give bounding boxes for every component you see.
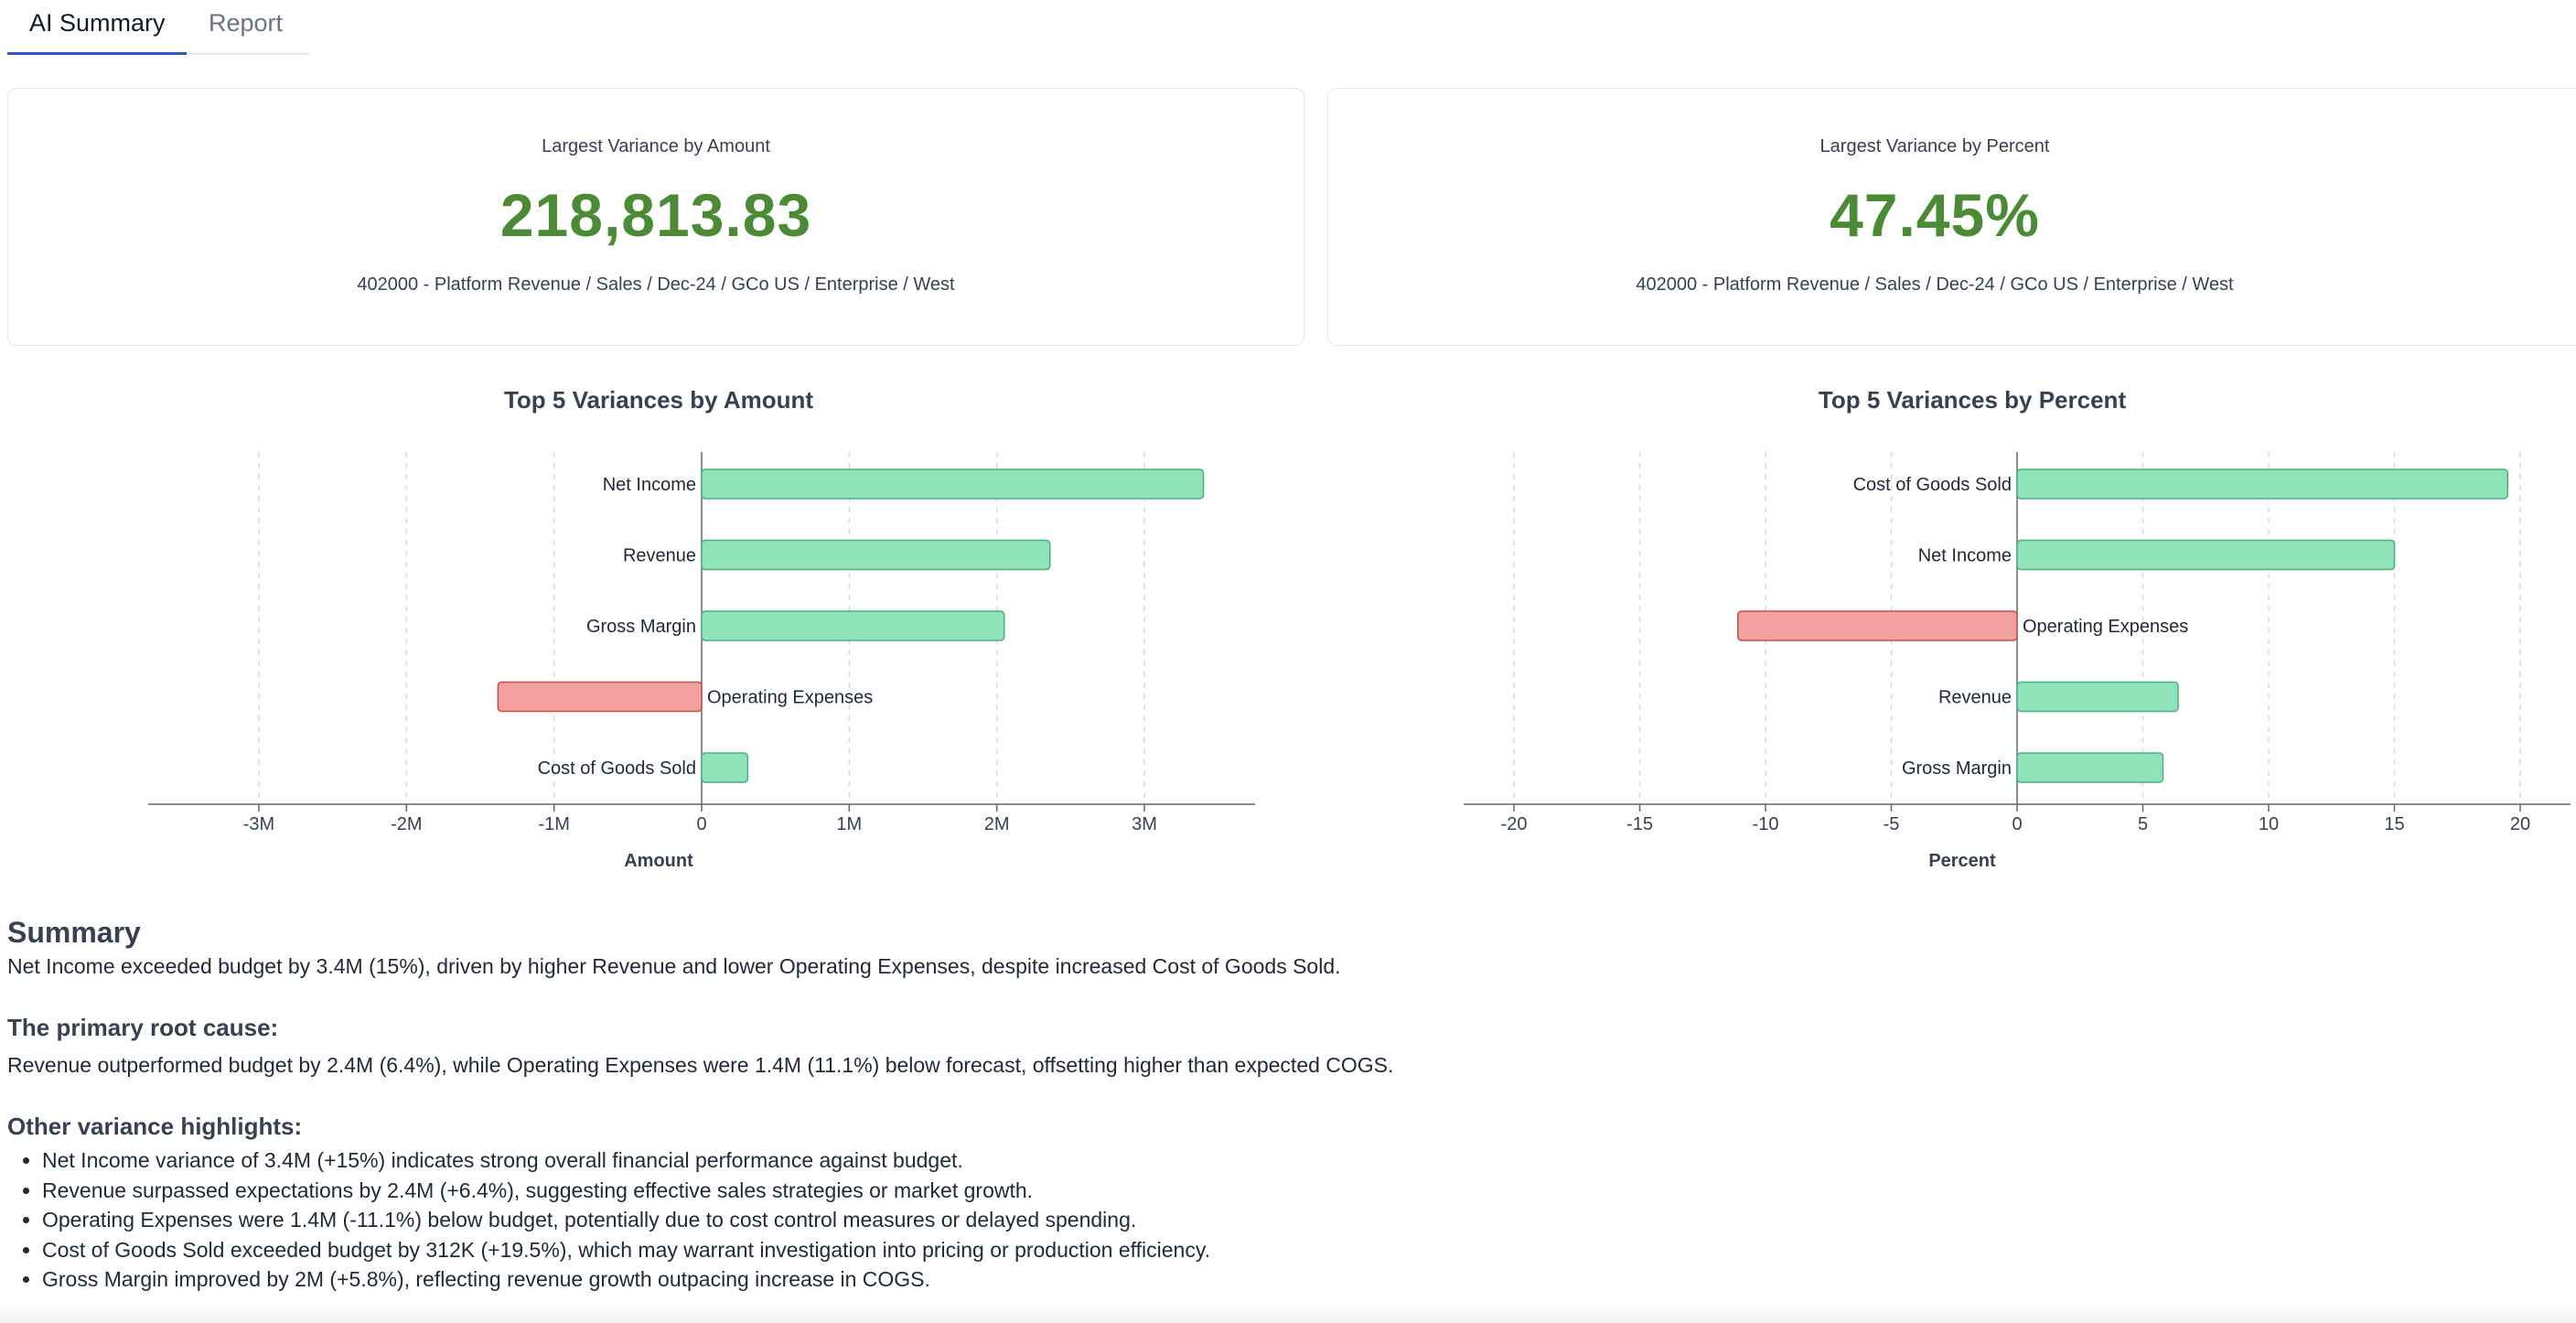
x-tick-label: 15 [2384,814,2404,834]
variance-amount-chart: -3M -2M -1M 0 1M 2M 3M Amount Net Income Revenue G… [148,452,1255,871]
tab-ai-summary[interactable]: AI Summary [29,9,166,37]
x-tick-label: 20 [2510,814,2530,834]
largest-variance-percent-card: Largest Variance by Percent 47.45% 40200… [1327,88,2576,346]
x-tick-label: -5 [1884,814,1900,834]
bar-category-label: Operating Expenses [2023,617,2188,637]
bar [1737,610,2018,641]
bar [701,468,1205,500]
x-tick-label: -1M [538,814,569,834]
bar-category-label: Net Income [603,475,696,495]
bar [701,610,1005,641]
root-cause-text: Revenue outperformed budget by 2.4M (6.4… [7,1053,1394,1077]
bar-category-label: Revenue [1938,688,2012,708]
summary-section: Summary Net Income exceeded budget by 3.… [7,913,2550,1295]
bar [2016,468,2508,500]
bar [2016,539,2396,571]
tab-bar: AI Summary Report [7,0,309,55]
bar [701,752,749,783]
list-item: Gross Margin improved by 2M (+5.8%), ref… [42,1264,2550,1295]
variance-percent-chart: -20 -15 -10 -5 0 5 10 15 20 Percent Cost of Goods … [1464,452,2571,871]
card-value: 47.45% [1830,181,2040,249]
bar-category-label: Operating Expenses [707,688,873,708]
active-tab-indicator [7,52,187,55]
largest-variance-amount-card: Largest Variance by Amount 218,813.83 40… [7,88,1304,346]
card-account-path: 402000 - Platform Revenue / Sales / Dec-… [357,274,955,295]
x-tick-label: 10 [2259,814,2279,834]
card-value: 218,813.83 [499,181,812,249]
x-tick-label: -3M [243,814,274,834]
list-item: Operating Expenses were 1.4M (-11.1%) be… [42,1205,2550,1235]
x-tick-label: 3M [1132,814,1157,834]
bar [2016,752,2164,783]
chart-title-amount: Top 5 Variances by Amount [503,386,814,414]
highlights-list: Net Income variance of 3.4M (+15%) indic… [7,1146,2550,1295]
x-tick-label: 2M [984,814,1010,834]
x-tick-label: -2M [391,814,422,834]
x-tick-label: 0 [2012,814,2022,834]
root-cause-heading: The primary root cause: [7,1014,279,1041]
bar [2016,681,2179,713]
x-tick-label: 0 [696,814,706,834]
bottom-fade [0,1305,2576,1323]
bar-category-label: Cost of Goods Sold [538,758,696,779]
list-item: Cost of Goods Sold exceeded budget by 31… [42,1235,2550,1265]
card-label: Largest Variance by Amount [542,136,770,156]
x-axis-label: Percent [1928,851,1996,871]
bar [497,681,703,713]
card-label: Largest Variance by Percent [1819,136,2050,156]
summary-text: Net Income exceeded budget by 3.4M (15%)… [7,954,1341,978]
x-tick-label: 1M [836,814,862,834]
bar-category-label: Gross Margin [1902,758,2012,779]
bar [701,539,1051,571]
x-tick-label: -20 [1501,814,1528,834]
bar-category-label: Cost of Goods Sold [1853,475,2012,495]
x-tick-label: -10 [1753,814,1779,834]
tab-report[interactable]: Report [209,9,284,37]
summary-heading: Summary [7,916,141,949]
list-item: Revenue surpassed expectations by 2.4M (… [42,1176,2550,1206]
list-item: Net Income variance of 3.4M (+15%) indic… [42,1146,2550,1176]
bar-category-label: Net Income [1918,546,2012,566]
x-tick-label: 5 [2138,814,2148,834]
card-account-path: 402000 - Platform Revenue / Sales / Dec-… [1636,274,2234,295]
bar-category-label: Revenue [623,546,696,566]
chart-title-percent: Top 5 Variances by Percent [1818,386,2127,414]
bar-category-label: Gross Margin [586,617,696,637]
x-axis-label: Amount [624,851,693,871]
highlights-heading: Other variance highlights: [7,1113,303,1140]
x-tick-label: -15 [1626,814,1653,834]
